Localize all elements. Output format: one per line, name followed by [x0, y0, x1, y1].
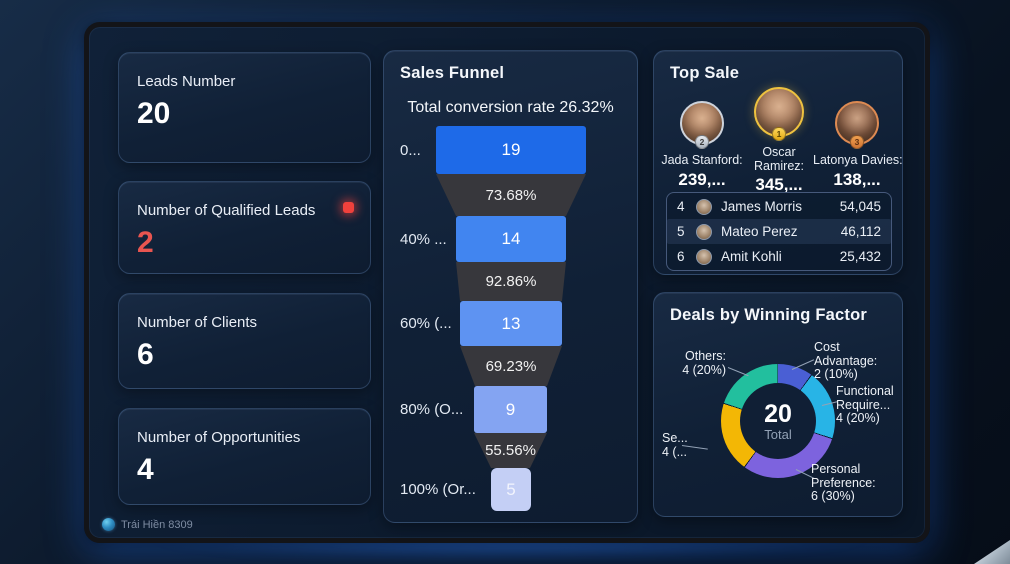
kpi-card-leads-number[interactable]: Leads Number 20 — [118, 52, 371, 163]
podium-name: Latonya Davies: — [813, 153, 903, 167]
leader-line — [791, 359, 815, 370]
row-name: James Morris — [721, 199, 803, 214]
top-sale-table: 4 James Morris 54,045 5 Mateo Perez 46,1… — [666, 192, 892, 271]
kpi-label: Number of Qualified Leads — [137, 202, 316, 219]
slice-label-others: Others: 4 (20%) — [682, 349, 726, 377]
row-rank: 5 — [677, 224, 685, 239]
kpi-card-qualified-leads[interactable]: Number of Qualified Leads 2 — [118, 181, 371, 274]
row-name: Amit Kohli — [721, 249, 782, 264]
kpi-value: 4 — [137, 453, 154, 486]
alert-indicator-icon — [343, 202, 354, 213]
donut-total-value: 20 — [764, 399, 792, 428]
funnel-stage-label: 60% (... — [400, 315, 452, 332]
podium-rank-3[interactable]: 3 Latonya Davies: 138,... — [813, 101, 903, 190]
funnel-stage-label: 40% ... — [400, 230, 447, 248]
kpi-label: Number of Opportunities — [137, 429, 301, 446]
leader-line — [727, 367, 749, 377]
top-sale-panel: Top Sale 2 Jada Stanford: 239,... 1 Osca… — [653, 50, 903, 275]
powerbi-dashboard: Leads Number 20 Number of Qualified Lead… — [84, 22, 930, 543]
row-rank: 6 — [677, 249, 685, 264]
funnel-bar-stage-3[interactable]: 13 — [460, 301, 562, 346]
funnel-bar-stage-1[interactable]: 19 — [436, 126, 586, 174]
funnel-conversion-1: 73.68% — [436, 174, 586, 216]
podium-name-line: Oscar — [762, 145, 796, 159]
funnel-bar-stage-4[interactable]: 9 — [474, 386, 547, 433]
podium-name-line: Ramirez: — [753, 158, 804, 173]
donut-center: 20 Total — [740, 383, 816, 459]
table-row[interactable]: 6 Amit Kohli 25,432 — [667, 244, 891, 269]
podium-name: Jada Stanford: — [661, 153, 743, 167]
donut-chart[interactable]: 20 Total — [721, 364, 835, 478]
slice-label-personal-preference: Personal Preference: 6 (30%) — [811, 462, 876, 503]
kpi-card-opportunities[interactable]: Number of Opportunities 4 — [118, 408, 371, 505]
funnel-bar-stage-2[interactable]: 14 — [456, 216, 566, 262]
podium-rank-1[interactable]: 1 Oscar Ramirez: 345,... — [741, 87, 817, 195]
avatar — [696, 198, 712, 215]
kpi-label: Leads Number — [137, 73, 236, 90]
row-value: 54,045 — [839, 199, 881, 214]
donut-title: Deals by Winning Factor — [670, 306, 867, 324]
avatar: 2 — [680, 101, 724, 149]
watermark: Trái Hiền 8309 — [102, 518, 193, 531]
funnel-bar-stage-5[interactable]: 5 — [491, 468, 531, 511]
sales-funnel-panel: Sales Funnel Total conversion rate 26.32… — [383, 50, 638, 523]
avatar: 1 — [754, 87, 804, 141]
slice-label-functional-require: Functional Require... 4 (20%) — [836, 384, 894, 425]
rank-badge: 1 — [772, 127, 786, 141]
podium-name: Oscar Ramirez: — [741, 145, 817, 173]
podium-value: 239,... — [678, 169, 726, 189]
avatar: 3 — [835, 101, 879, 149]
funnel-conversion-2: 92.86% — [456, 262, 566, 301]
table-row[interactable]: 4 James Morris 54,045 — [667, 194, 891, 219]
podium-rank-2[interactable]: 2 Jada Stanford: 239,... — [658, 101, 746, 190]
row-name: Mateo Perez — [721, 224, 798, 239]
rank-badge: 3 — [850, 135, 864, 149]
deals-by-winning-factor-panel: Deals by Winning Factor 20 Total Others:… — [653, 292, 903, 517]
funnel-conversion-3: 69.23% — [460, 346, 562, 386]
row-rank: 4 — [677, 199, 685, 214]
globe-avatar-icon — [102, 518, 115, 531]
corner-swoosh-decoration — [974, 540, 1010, 564]
podium-value: 138,... — [833, 169, 881, 189]
funnel-subtitle: Total conversion rate 26.32% — [407, 99, 614, 116]
kpi-card-clients[interactable]: Number of Clients 6 — [118, 293, 371, 389]
slice-label-cost-advantage: Cost Advantage: 2 (10%) — [814, 340, 878, 381]
funnel-conversion-4: 55.56% — [474, 433, 547, 468]
avatar — [696, 248, 712, 265]
top-sale-title: Top Sale — [670, 64, 740, 82]
table-row[interactable]: 5 Mateo Perez 46,112 — [667, 219, 891, 244]
podium-value: 345,... — [755, 175, 803, 194]
row-value: 25,432 — [839, 249, 881, 264]
funnel-stage-label: 100% (Or... — [400, 481, 476, 498]
kpi-label: Number of Clients — [137, 314, 258, 331]
kpi-value: 20 — [137, 97, 171, 130]
row-value: 46,112 — [840, 224, 881, 239]
slice-label-se: Se... 4 (... — [662, 431, 688, 459]
donut-total-label: Total — [764, 426, 792, 442]
rank-badge: 2 — [695, 135, 709, 149]
kpi-value: 2 — [137, 226, 154, 259]
avatar — [696, 223, 712, 240]
funnel-stage-label: 0... — [400, 141, 421, 159]
funnel-title: Sales Funnel — [400, 64, 505, 82]
watermark-text: Trái Hiền 8309 — [121, 518, 193, 531]
kpi-value: 6 — [137, 338, 154, 371]
funnel-stage-label: 80% (O... — [400, 401, 464, 418]
